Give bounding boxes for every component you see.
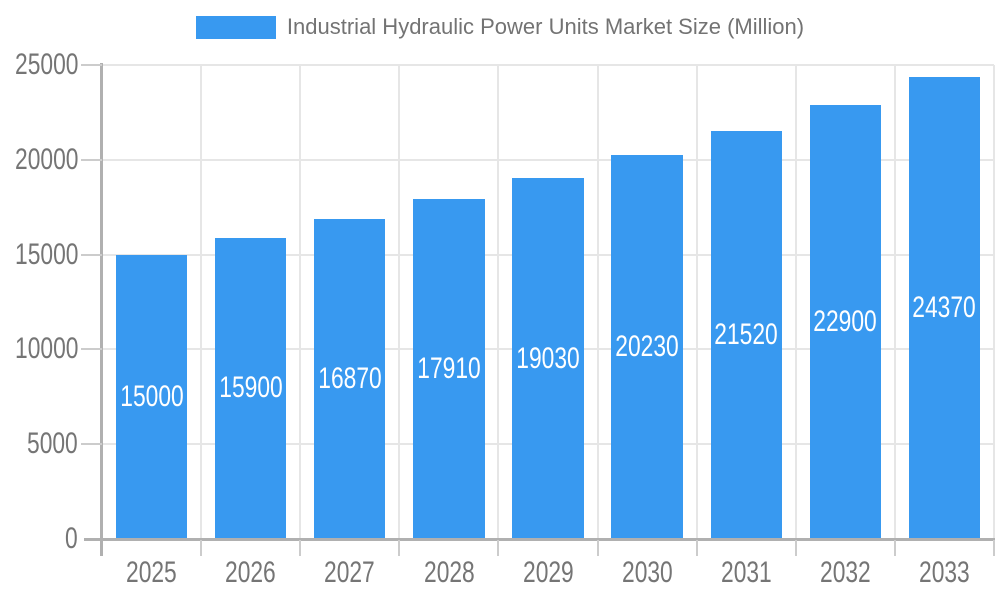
x-tick-label-cell: 2032 [796, 557, 895, 593]
v-gridline [893, 65, 896, 539]
bar-value-label: 15900 [218, 371, 283, 405]
y-tick-label: 25000 [14, 48, 78, 81]
x-tick-label: 2031 [720, 556, 772, 589]
x-tick-label: 2027 [324, 556, 376, 589]
v-gridline [497, 65, 500, 539]
x-tick [993, 540, 995, 556]
v-gridline [596, 65, 599, 539]
bar-group: 15000 [102, 65, 201, 539]
bar: 21520 [710, 130, 782, 539]
y-tick [81, 443, 102, 446]
bar: 20230 [611, 155, 683, 539]
bar-group: 21520 [697, 65, 796, 539]
y-tick [81, 253, 102, 256]
bar: 15000 [115, 254, 188, 539]
x-tick-label-cell: 2025 [102, 557, 201, 593]
bar-value-label: 24370 [912, 290, 977, 324]
y-tick [81, 158, 102, 161]
x-tick-label-cell: 2031 [697, 557, 796, 593]
y-tick-layer [81, 64, 102, 539]
v-gridline [993, 65, 995, 539]
y-axis-line [100, 63, 103, 556]
x-tick-label: 2025 [126, 556, 177, 589]
plot-area: 15000 15900 16870 17910 19030 20230 21520 22900… [102, 64, 995, 539]
x-tick-label: 2028 [423, 556, 475, 589]
bar: 22900 [809, 104, 881, 539]
x-tick-label-cell: 2026 [201, 557, 300, 593]
v-gridline [200, 65, 203, 539]
y-tick-label: 15000 [14, 237, 78, 271]
y-tick-label: 10000 [14, 332, 78, 366]
bar-group: 20230 [598, 65, 697, 539]
bar-value-label: 20230 [615, 330, 679, 364]
x-axis-labels: 2025 2026 2027 2028 2029 2030 2031 2032 2033 [102, 557, 994, 593]
bar: 15900 [214, 237, 287, 539]
h-gridline [102, 64, 994, 66]
y-tick-label: 20000 [14, 142, 78, 176]
bar: 24370 [908, 76, 981, 539]
bar: 17910 [413, 199, 485, 539]
bars-layer: 15000 15900 16870 17910 19030 20230 21520 22900… [102, 65, 994, 539]
bar-value-label: 16870 [318, 362, 382, 396]
x-axis-line [84, 538, 995, 541]
x-tick [497, 540, 500, 556]
y-tick-label: 5000 [27, 427, 78, 461]
x-tick [200, 540, 203, 556]
v-gridline [794, 65, 797, 539]
bar-group: 17910 [399, 65, 498, 539]
y-tick [81, 348, 102, 351]
legend-label: Industrial Hydraulic Power Units Market … [286, 14, 805, 39]
bar: 19030 [512, 178, 584, 539]
x-tick [596, 540, 599, 556]
x-tick [299, 540, 302, 556]
x-tick-label-cell: 2033 [895, 557, 994, 593]
bar: 16870 [314, 219, 386, 539]
v-gridline [695, 65, 698, 539]
bar-group: 22900 [796, 65, 895, 539]
x-tick-label-cell: 2027 [300, 557, 399, 593]
x-tick [794, 540, 797, 556]
x-tick [893, 540, 896, 556]
bar-group: 24370 [895, 65, 994, 539]
x-tick-label-cell: 2029 [498, 557, 597, 593]
h-gridline [102, 158, 994, 161]
x-tick-layer [102, 540, 995, 556]
x-tick-label-cell: 2028 [399, 557, 498, 593]
x-tick [398, 540, 401, 556]
x-tick-label: 2029 [522, 556, 574, 589]
x-tick-label: 2030 [621, 556, 673, 589]
bar-value-label: 15000 [119, 379, 184, 413]
x-tick-label-cell: 2030 [598, 557, 697, 593]
y-tick-label: 0 [65, 522, 78, 555]
bar-value-label: 22900 [813, 304, 878, 338]
v-gridline [398, 65, 401, 539]
bar-group: 19030 [498, 65, 597, 539]
y-axis-labels: 0 5000 10000 15000 20000 25000 [0, 48, 78, 555]
x-tick-label: 2032 [819, 556, 871, 589]
bar-value-label: 19030 [516, 341, 580, 375]
bar-value-label: 17910 [417, 352, 481, 386]
x-tick [695, 540, 698, 556]
y-tick [81, 64, 102, 66]
bar-group: 15900 [201, 65, 300, 539]
bar-value-label: 21520 [714, 317, 778, 351]
x-tick-label: 2033 [919, 556, 970, 589]
legend: Industrial Hydraulic Power Units Market … [0, 14, 1000, 40]
legend-swatch [195, 15, 276, 39]
bar-group: 16870 [300, 65, 399, 539]
v-gridline [299, 65, 302, 539]
x-tick-label: 2026 [225, 556, 277, 589]
